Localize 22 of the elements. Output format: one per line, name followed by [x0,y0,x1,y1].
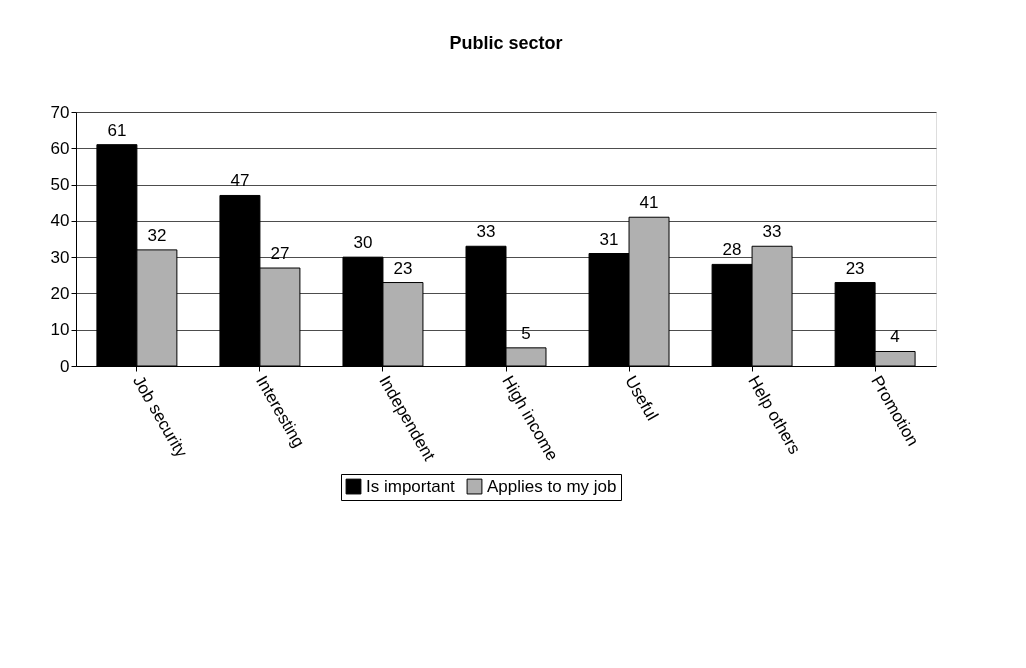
chart-title: Public sector [449,33,563,53]
y-tick-label: 10 [50,320,70,340]
data-label: 28 [722,240,742,260]
data-label: 41 [639,193,659,213]
data-label: 23 [845,258,865,278]
data-label: 33 [762,222,782,242]
y-tick-label: 20 [50,283,70,303]
y-tick-label: 50 [50,175,70,195]
legend-label: Is important [366,476,456,496]
data-label: 4 [890,327,900,347]
data-label: 30 [353,233,373,253]
y-tick-label: 70 [50,102,70,122]
y-tick-label: 40 [50,211,70,231]
y-tick-label: 30 [50,247,70,267]
data-label: 61 [107,120,127,140]
data-label: 31 [599,229,619,249]
data-label: 33 [476,222,496,242]
y-tick-label: 60 [50,138,70,158]
data-label: 32 [147,225,167,245]
y-tick-label: 0 [60,356,70,376]
data-label: 23 [393,258,413,278]
legend-label: Applies to my job [487,476,617,496]
